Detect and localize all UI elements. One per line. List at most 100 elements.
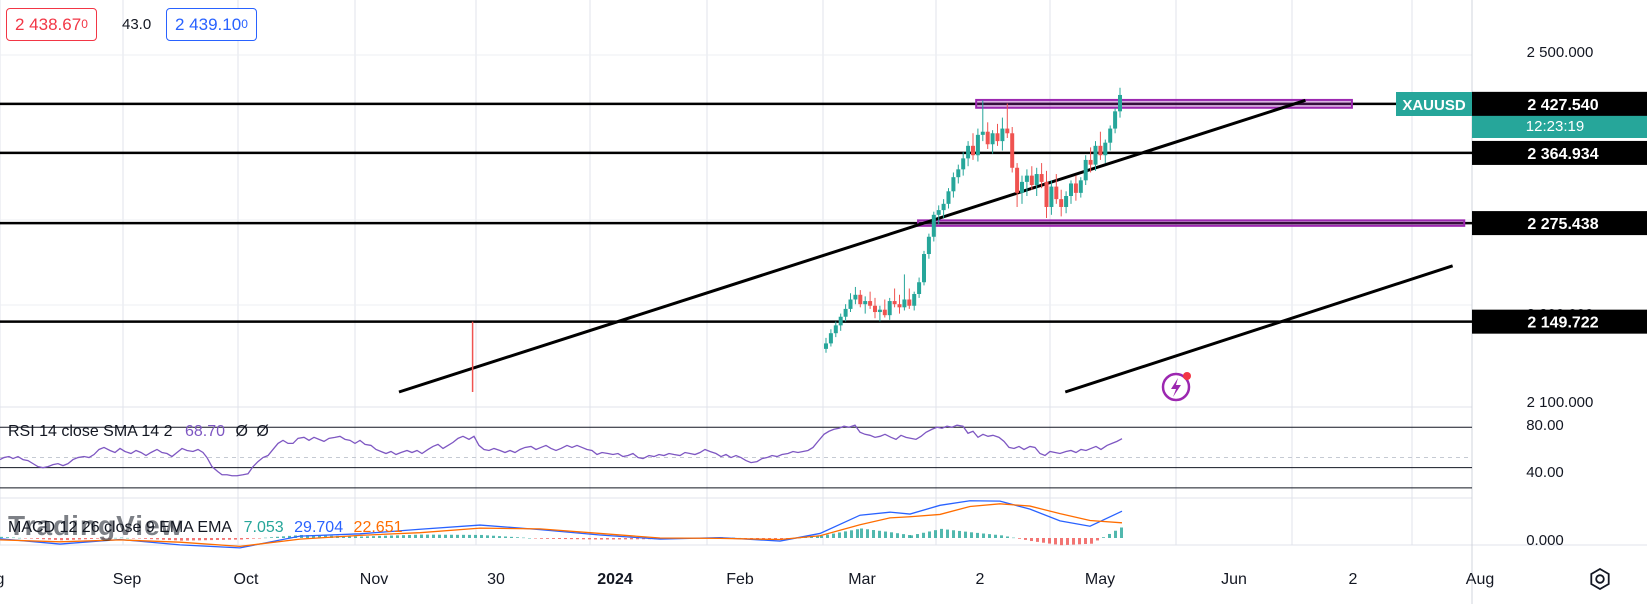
macd-histogram-bar (84, 538, 87, 540)
macd-histogram-bar (216, 538, 219, 540)
candle-body (1020, 181, 1024, 193)
macd-histogram-bar (36, 538, 39, 539)
macd-histogram-bar (114, 537, 117, 539)
bid-price-small: 0 (81, 17, 88, 31)
macd-histogram-bar (48, 538, 51, 540)
candle-body (877, 309, 882, 313)
candle-body (902, 299, 907, 308)
macd-histogram-bar (252, 538, 255, 539)
macd-histogram-bar (486, 535, 489, 538)
candle-body (1015, 167, 1020, 193)
macd-histogram-bar (810, 536, 813, 538)
macd-histogram-bar (126, 537, 129, 539)
macd-histogram-bar (1072, 538, 1075, 545)
candle-body (912, 294, 917, 306)
macd-histogram-bar (354, 536, 357, 538)
candle-body (1064, 196, 1069, 207)
price-level-tag[interactable] (1472, 211, 1647, 236)
candle-body (1103, 142, 1108, 156)
macd-histogram-bar (444, 534, 447, 538)
candle-body (897, 304, 902, 308)
candle-body (838, 316, 843, 326)
countdown-label: 12:23:19 (1526, 118, 1584, 135)
candle-body (887, 301, 892, 316)
y-tick-label: 2 500.000 (1527, 44, 1594, 61)
candle-body (1108, 128, 1113, 143)
macd-histogram-bar (510, 536, 513, 538)
purple-zone[interactable] (917, 219, 1466, 227)
macd-histogram-bar (1066, 538, 1069, 545)
candle-body (858, 294, 863, 305)
candle-body (1044, 181, 1049, 207)
macd-histogram-bar (168, 538, 171, 541)
price-level-tag[interactable] (1472, 91, 1647, 116)
macd-histogram-bar (1114, 530, 1117, 538)
candle-body (868, 301, 873, 306)
x-tick-label: 2 (976, 571, 985, 588)
macd-histogram-bar (582, 538, 585, 540)
candle-body (1024, 175, 1029, 182)
trendline[interactable] (1064, 264, 1454, 394)
x-tick-label: Aug (1466, 571, 1494, 588)
trendlines[interactable] (398, 98, 1454, 394)
macd-histogram-bar (1000, 535, 1003, 538)
macd-histogram-bar (504, 536, 507, 538)
purple-zone[interactable] (975, 98, 1353, 109)
price-level-label: 2 149.722 (1527, 315, 1598, 332)
macd-histogram-bar (24, 538, 27, 539)
bid-price-box[interactable]: 2 438.670 (6, 8, 97, 41)
x-tick-label: Jun (1221, 571, 1247, 588)
macd-histogram-bar (192, 538, 195, 541)
x-tick-label: Feb (726, 571, 754, 588)
candlesticks (824, 87, 1122, 353)
trendline[interactable] (398, 98, 1306, 394)
macd-histogram-bar (0, 536, 3, 538)
x-tick-label: g (0, 571, 4, 588)
candle-body (1000, 128, 1005, 142)
candle-body (873, 305, 877, 313)
macd-histogram-bar (988, 534, 991, 538)
macd-histogram-bar (896, 533, 899, 538)
macd-histogram-bar (816, 536, 819, 538)
macd-histogram-bar (240, 538, 243, 540)
macd-histogram-bar (108, 538, 111, 539)
signal-value: 29.704 (294, 519, 344, 536)
x-tick-label: 2 (1349, 571, 1358, 588)
macd-histogram-bar (940, 528, 943, 538)
macd-histogram-bar (1090, 538, 1093, 544)
spread-value: 43.0 (122, 16, 152, 33)
macd-histogram-bar (1030, 538, 1033, 542)
macd-histogram-bar (952, 530, 955, 538)
macd-histogram-bar (606, 538, 609, 540)
ask-price-box[interactable]: 2 439.100 (166, 8, 257, 41)
candle-body (931, 214, 936, 237)
macd-histogram-bar (480, 534, 483, 538)
macd-histogram-bar (30, 538, 33, 539)
candle-body (1088, 159, 1093, 165)
candle-body (956, 169, 961, 178)
settings-gear-icon[interactable] (1589, 567, 1611, 591)
rsi-legend[interactable]: RSI 14 close SMA 14 2 68.70 Ø Ø (8, 423, 269, 441)
candle-body (1098, 145, 1103, 156)
macd-histogram-bar (624, 538, 627, 540)
price-level-tag[interactable] (1472, 140, 1647, 165)
purple-zones[interactable] (917, 98, 1466, 227)
symbol-tag[interactable] (1396, 92, 1472, 116)
alert-icon[interactable] (1161, 372, 1191, 402)
macd-histogram-bar (468, 534, 471, 538)
rsi-pane (0, 424, 1472, 489)
candle-body (833, 325, 838, 334)
macd-histogram-bar (976, 532, 979, 538)
macd-histogram-bar (1096, 538, 1099, 541)
macd-legend[interactable]: MACD 12 26 close 9 EMA EMA 7.053 29.704 … (8, 519, 402, 537)
macd-histogram-bar (916, 534, 919, 538)
alert-badge-icon (1183, 372, 1191, 380)
price-level-tag[interactable] (1472, 309, 1647, 334)
candle-body (1059, 199, 1064, 207)
macd-histogram-bar (138, 538, 141, 539)
macd-histogram-bar (210, 538, 213, 541)
horizontal-levels[interactable] (0, 102, 1472, 323)
y-tick-label: 2 100.000 (1527, 394, 1594, 411)
macd-histogram-bar (96, 538, 99, 539)
